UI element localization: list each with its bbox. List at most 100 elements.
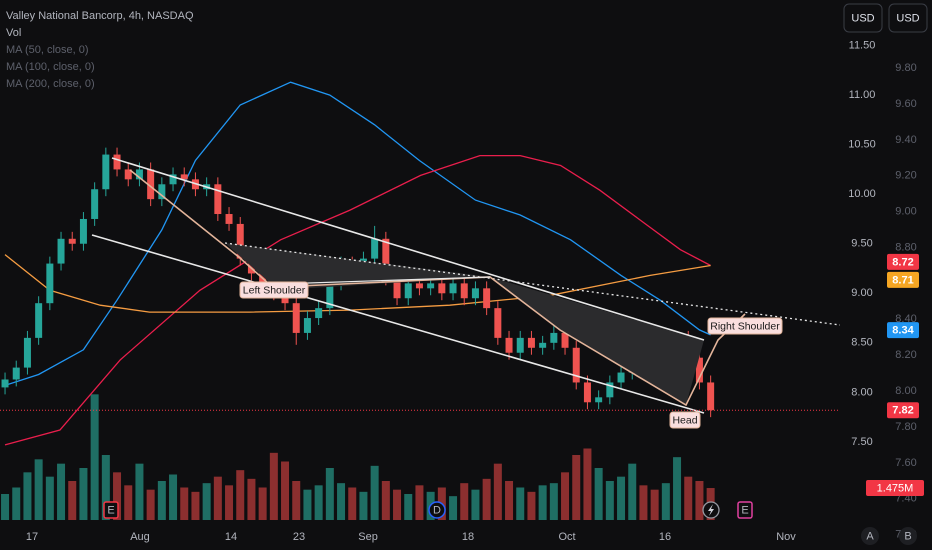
volume-bar bbox=[269, 452, 278, 520]
volume-bar bbox=[281, 461, 290, 520]
scale-button[interactable] bbox=[899, 527, 917, 545]
volume-bar bbox=[404, 494, 413, 520]
volume-bar bbox=[661, 483, 670, 520]
candle-body bbox=[315, 308, 323, 319]
candle-body bbox=[427, 283, 435, 289]
volume-bar bbox=[370, 465, 379, 520]
scale-button-label[interactable]: A bbox=[866, 530, 874, 542]
volume-bar bbox=[673, 457, 682, 520]
x-tick-label: 16 bbox=[659, 531, 671, 543]
candle-body bbox=[292, 303, 300, 333]
x-tick-label: 23 bbox=[293, 531, 305, 543]
volume-bar bbox=[236, 470, 245, 520]
volume-bar bbox=[359, 491, 368, 520]
legend-vol: Vol bbox=[6, 27, 21, 39]
volume-bar bbox=[572, 455, 581, 520]
candle-body bbox=[617, 372, 625, 383]
drawings bbox=[91, 157, 841, 414]
event-label: E bbox=[741, 504, 748, 516]
scale-button[interactable] bbox=[861, 527, 879, 545]
volume-bar bbox=[594, 468, 603, 520]
volume-bar bbox=[493, 463, 502, 520]
volume-bar bbox=[23, 472, 32, 520]
volume-bar bbox=[225, 485, 234, 520]
price-badge-label: 8.71 bbox=[892, 274, 913, 286]
lightning bbox=[708, 504, 714, 516]
y2-tick-label: 8.20 bbox=[895, 349, 916, 361]
y2-tick-label: 9.00 bbox=[895, 206, 916, 218]
volume-bar bbox=[516, 487, 525, 520]
event-marker bbox=[737, 501, 753, 519]
y2-tick-label: 8.00 bbox=[895, 385, 916, 397]
channel-lower bbox=[91, 234, 705, 414]
currency-label[interactable]: USD bbox=[896, 12, 919, 24]
candle-body bbox=[35, 303, 43, 338]
candle-body bbox=[214, 184, 222, 215]
volume-bar bbox=[348, 487, 357, 520]
candle-body bbox=[505, 337, 513, 353]
candle-body bbox=[23, 337, 31, 368]
neckline bbox=[277, 276, 491, 285]
candle-body bbox=[449, 283, 457, 294]
volume-bar bbox=[471, 489, 480, 520]
currency-button[interactable] bbox=[888, 3, 928, 33]
candle-body bbox=[79, 218, 87, 244]
volume-bar bbox=[325, 468, 334, 520]
channel-upper bbox=[111, 157, 705, 341]
volume-bar bbox=[113, 472, 122, 520]
volume-bar bbox=[1, 494, 10, 520]
candle-body bbox=[225, 214, 233, 224]
y2-tick-label: 9.20 bbox=[895, 170, 916, 182]
currency-button[interactable] bbox=[843, 3, 883, 33]
price-badge bbox=[887, 253, 919, 270]
volume-bar bbox=[314, 485, 323, 520]
candle-body bbox=[169, 174, 177, 185]
candle-body bbox=[259, 273, 267, 289]
candle-body bbox=[1, 379, 9, 388]
currency-label[interactable]: USD bbox=[851, 12, 874, 24]
scale-button-label[interactable]: B bbox=[904, 530, 911, 542]
candle-body bbox=[483, 288, 491, 309]
volume-bar bbox=[68, 481, 77, 520]
price-badge-label: 8.34 bbox=[892, 325, 914, 337]
x-tick-label: Nov bbox=[776, 531, 796, 543]
volume-bar bbox=[650, 489, 659, 520]
y2-tick-label: 7.60 bbox=[895, 457, 916, 469]
volume-bar bbox=[538, 485, 547, 520]
event-label: E bbox=[107, 504, 114, 516]
volume-bar bbox=[157, 481, 166, 520]
candle-body bbox=[135, 169, 143, 180]
event-label: D bbox=[433, 504, 441, 516]
x-tick-label: Sep bbox=[358, 531, 378, 543]
candle-body bbox=[471, 288, 479, 299]
volume-bar bbox=[146, 489, 155, 520]
candle-body bbox=[595, 397, 603, 403]
pattern-fill bbox=[225, 243, 490, 290]
price-badge bbox=[887, 402, 919, 419]
candle-body bbox=[707, 382, 715, 411]
price-badge bbox=[887, 322, 919, 339]
volume-bar bbox=[617, 476, 626, 520]
annotation-label: Left Shoulder bbox=[243, 284, 306, 296]
candle-body bbox=[68, 238, 76, 244]
volume-bar bbox=[695, 481, 704, 520]
ma-line bbox=[4, 154, 711, 446]
volume-bar bbox=[549, 483, 558, 520]
volume-bar bbox=[449, 496, 458, 520]
ma-line bbox=[4, 254, 711, 313]
event-marker bbox=[428, 501, 446, 519]
volume-bar bbox=[628, 463, 637, 520]
volume-bar bbox=[460, 483, 469, 520]
price-badge bbox=[887, 271, 919, 288]
volume-bar bbox=[34, 459, 43, 520]
volume-bar bbox=[202, 483, 211, 520]
price-badge-label: 8.72 bbox=[892, 256, 913, 268]
y-tick-label: 7.50 bbox=[851, 436, 872, 448]
volume-bar bbox=[527, 491, 536, 520]
candle-body bbox=[393, 278, 401, 299]
candle-body bbox=[539, 342, 547, 348]
candle-body bbox=[180, 174, 188, 180]
volume-bar bbox=[101, 455, 110, 520]
volume-bar bbox=[258, 487, 267, 520]
